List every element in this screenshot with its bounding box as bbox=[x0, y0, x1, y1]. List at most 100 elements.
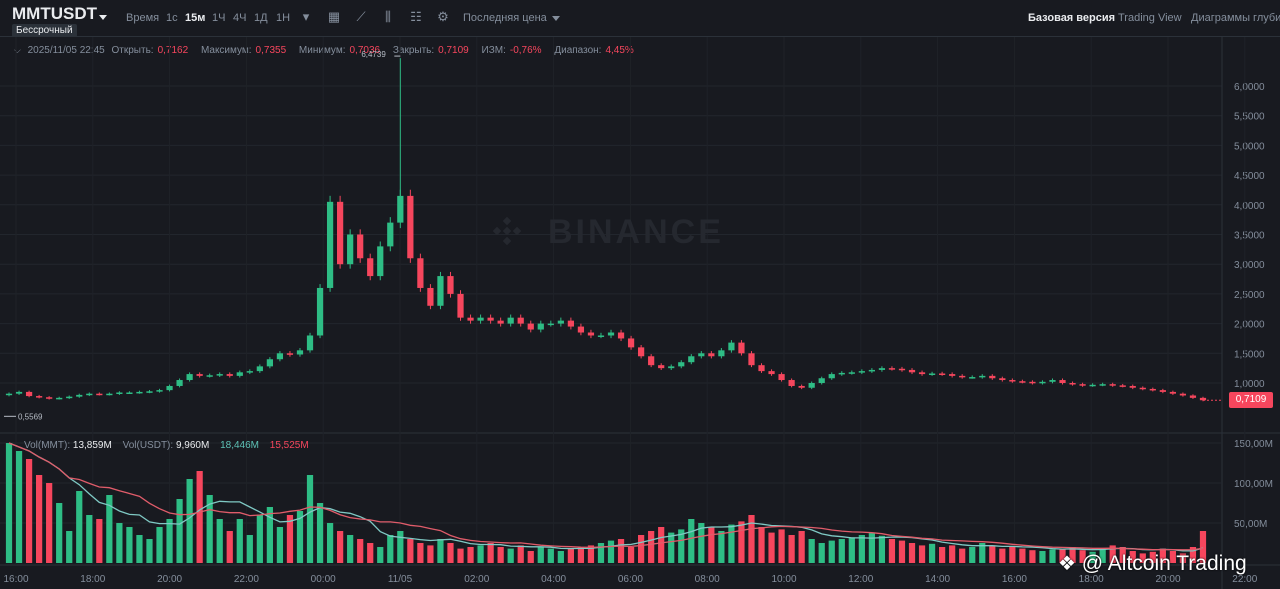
candle-body bbox=[1129, 385, 1136, 388]
range-label: Диапазон: bbox=[554, 45, 602, 56]
volume-bar bbox=[678, 529, 685, 563]
chevron-down-icon bbox=[551, 15, 560, 21]
price-tick-label: 6,0000 bbox=[1234, 82, 1265, 93]
symbol-dropdown-icon[interactable] bbox=[99, 15, 107, 20]
candle-body bbox=[497, 320, 504, 324]
volume-bar bbox=[206, 495, 213, 563]
volume-bar bbox=[778, 529, 785, 563]
candle-body bbox=[939, 373, 946, 375]
timeframe-1w[interactable]: 1Н bbox=[276, 12, 291, 24]
close-value: 0,7109 bbox=[438, 45, 469, 56]
candle-body bbox=[788, 380, 795, 386]
timeframe-4h[interactable]: 4Ч bbox=[233, 12, 247, 24]
volume-bar bbox=[176, 499, 183, 563]
volume-bar bbox=[898, 540, 906, 563]
volume-bar bbox=[1109, 545, 1116, 563]
volume-bar bbox=[25, 459, 33, 563]
time-tick-label: 18:00 bbox=[80, 574, 105, 585]
low-value: 0,7036 bbox=[349, 45, 381, 56]
candle-body bbox=[808, 383, 815, 388]
candle-body bbox=[979, 375, 986, 378]
timeframe-1h[interactable]: 1Ч bbox=[212, 12, 226, 24]
candle-body bbox=[156, 390, 163, 392]
volume-bar bbox=[1129, 551, 1136, 563]
price-type-select[interactable]: Последняя цена bbox=[463, 12, 560, 24]
candle-body bbox=[326, 201, 334, 288]
volume-bar bbox=[126, 527, 133, 563]
candle-body bbox=[86, 393, 93, 396]
candle-body bbox=[166, 385, 173, 391]
candle-body bbox=[738, 342, 745, 354]
candle-body bbox=[256, 366, 263, 372]
volume-bar bbox=[116, 523, 123, 563]
collapse-chevron-icon[interactable]: ⌵ bbox=[14, 45, 21, 55]
volume-bar bbox=[607, 540, 615, 563]
candle-body bbox=[427, 287, 434, 306]
candle-body bbox=[126, 392, 133, 395]
volume-bar bbox=[768, 532, 775, 563]
indicators-icon[interactable]: ⟋ bbox=[356, 9, 366, 24]
more-timeframes-icon[interactable]: ▾ bbox=[302, 9, 310, 24]
volume-bar bbox=[1149, 551, 1156, 563]
volume-legend: Vol(MMT): 13,859M Vol(USDT): 9,960M 18,4… bbox=[14, 440, 309, 451]
volume-bar bbox=[316, 503, 324, 563]
candle-body bbox=[1089, 384, 1096, 387]
time-tick-label: 04:00 bbox=[541, 574, 566, 585]
symbol-title[interactable]: MMTUSDT bbox=[12, 4, 97, 23]
time-tick-label: 16:00 bbox=[3, 574, 28, 585]
candle-body bbox=[1079, 384, 1086, 386]
volume-bar bbox=[477, 545, 484, 563]
tab-basic-view[interactable]: Базовая версия bbox=[1028, 12, 1116, 24]
settings-icon[interactable]: ☷ bbox=[410, 9, 422, 24]
candle-body bbox=[969, 377, 976, 379]
volume-bar bbox=[457, 548, 464, 563]
high-label: Максимум: bbox=[200, 45, 252, 56]
high-value: 0,7355 bbox=[255, 45, 287, 56]
volume-bar bbox=[1049, 549, 1056, 563]
volume-bar bbox=[377, 547, 384, 563]
candle-body bbox=[718, 350, 725, 357]
candle-body bbox=[246, 371, 253, 373]
time-tick-label: 08:00 bbox=[695, 574, 720, 585]
volume-bar bbox=[638, 535, 645, 563]
candle-body bbox=[1099, 384, 1106, 386]
candle-body bbox=[236, 372, 243, 376]
volume-bar bbox=[306, 475, 314, 563]
chart-type-icon[interactable]: ⫼ bbox=[385, 9, 391, 24]
volume-bar bbox=[226, 531, 233, 563]
volume-bar bbox=[798, 531, 805, 563]
timeframe-1d[interactable]: 1Д bbox=[254, 12, 268, 24]
candle-body bbox=[136, 391, 143, 394]
volume-bar bbox=[1159, 548, 1166, 563]
calendar-icon[interactable]: ▦ bbox=[327, 9, 341, 24]
candle-body bbox=[898, 368, 906, 371]
timeframe-time[interactable]: Время bbox=[126, 12, 160, 24]
volume-bar bbox=[5, 443, 13, 563]
candle-body bbox=[1029, 381, 1036, 384]
tab-depth-chart[interactable]: Диаграммы глубины bbox=[1191, 12, 1280, 24]
vol-usdt-label: Vol(USDT): bbox=[122, 440, 174, 451]
candle-body bbox=[848, 372, 855, 374]
candle-body bbox=[868, 369, 875, 372]
candle-body bbox=[146, 391, 153, 393]
volume-bar bbox=[858, 535, 865, 563]
tab-trading-view[interactable]: Trading View bbox=[1118, 12, 1182, 24]
candle-body bbox=[377, 246, 384, 277]
candle-body bbox=[1179, 393, 1187, 396]
candle-body bbox=[918, 372, 926, 375]
candle-body bbox=[447, 276, 454, 294]
price-tick-label: 1,5000 bbox=[1234, 349, 1265, 360]
candle-body bbox=[748, 353, 755, 366]
timeframe-15m[interactable]: 15м bbox=[185, 12, 206, 24]
candle-body bbox=[928, 373, 936, 375]
timeframe-1s[interactable]: 1с bbox=[166, 12, 178, 24]
contract-badge: Бессрочный bbox=[12, 24, 77, 37]
gear-icon[interactable]: ⚙ bbox=[437, 9, 449, 24]
volume-bar bbox=[818, 543, 825, 563]
candle-body bbox=[878, 368, 886, 370]
candle-body bbox=[216, 374, 223, 376]
candle-body bbox=[617, 332, 625, 339]
candle-body bbox=[337, 201, 344, 265]
volume-bar bbox=[387, 535, 394, 563]
